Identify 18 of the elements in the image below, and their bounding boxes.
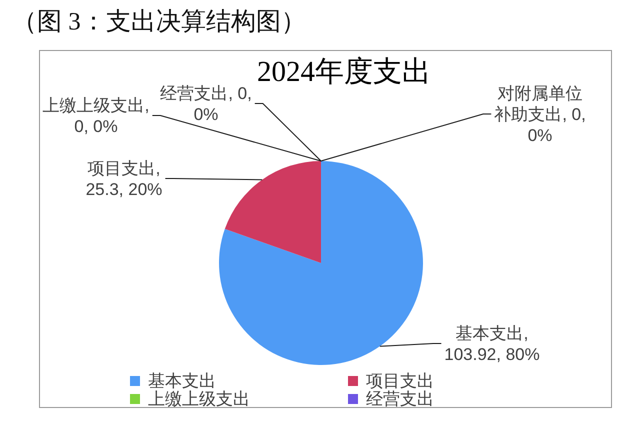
legend-label: 基本支出 xyxy=(148,372,216,390)
chart-title: 2024年度支出 xyxy=(257,56,431,88)
text: 0% xyxy=(194,104,218,124)
legend-label: 经营支出 xyxy=(366,390,434,408)
text: 103.92, 80% xyxy=(444,344,540,364)
pie-slice xyxy=(219,161,423,365)
category-label: 基本支出, xyxy=(456,324,528,342)
text: 0% xyxy=(528,126,552,144)
text: 25.3, 20% xyxy=(86,180,162,198)
category-label: 经营支出, 0, xyxy=(160,84,252,102)
text: 0, 0% xyxy=(74,116,118,136)
pie-slice xyxy=(224,161,321,263)
category-label: 对附属单位补助支出, 0, xyxy=(494,84,586,124)
legend-label: 上缴上级支出 xyxy=(148,390,250,408)
text: （图 3：支出决算结构图） xyxy=(12,8,306,36)
category-label: 项目支出, xyxy=(88,158,160,178)
legend-label: 项目支出 xyxy=(366,372,434,390)
category-label: 上缴上级支出, xyxy=(42,96,150,114)
